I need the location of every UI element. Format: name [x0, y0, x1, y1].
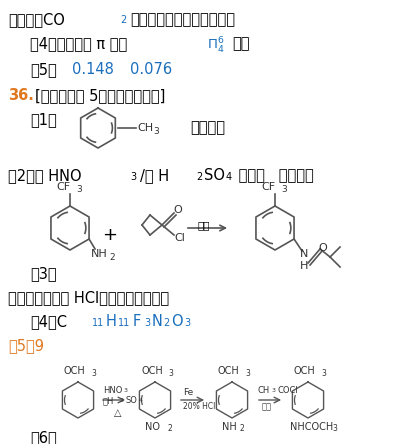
Text: 性分子，CO: 性分子，CO — [8, 12, 65, 27]
Text: 2: 2 — [240, 424, 245, 433]
Text: 3: 3 — [76, 185, 82, 194]
Text: NO: NO — [145, 422, 160, 432]
Text: 3: 3 — [124, 388, 128, 393]
Text: 3: 3 — [332, 424, 337, 433]
Text: 0.148: 0.148 — [72, 62, 114, 77]
Text: （6）: （6） — [30, 430, 57, 444]
Text: 3: 3 — [184, 318, 190, 328]
Text: 分子量较大、范德华力较大: 分子量较大、范德华力较大 — [130, 12, 235, 27]
Text: Fe: Fe — [183, 388, 193, 397]
Text: OCH: OCH — [218, 366, 240, 376]
Text: 4: 4 — [226, 172, 232, 182]
Text: H: H — [300, 261, 309, 271]
Text: O: O — [318, 243, 327, 253]
Text: 键）: 键） — [232, 36, 250, 51]
Text: $\mathit{\Pi}_4^6$: $\mathit{\Pi}_4^6$ — [207, 36, 224, 56]
Text: 3: 3 — [130, 172, 136, 182]
Text: /浓 H: /浓 H — [140, 168, 169, 183]
Text: 20% HCl: 20% HCl — [183, 402, 215, 411]
Text: HNO: HNO — [103, 386, 122, 395]
Text: OCH: OCH — [141, 366, 163, 376]
Text: （4）离子键和 π 键（: （4）离子键和 π 键（ — [30, 36, 127, 51]
Text: OCH: OCH — [64, 366, 86, 376]
Text: 2: 2 — [163, 318, 169, 328]
Text: （5）9: （5）9 — [8, 338, 44, 353]
Text: 3: 3 — [281, 185, 287, 194]
Text: NH: NH — [91, 249, 108, 259]
Text: 11: 11 — [92, 318, 104, 328]
Text: SO: SO — [126, 396, 138, 405]
Text: 浓H: 浓H — [103, 396, 114, 405]
Text: 0.076: 0.076 — [130, 62, 172, 77]
Text: CF: CF — [261, 182, 275, 192]
Text: （2）浓 HNO: （2）浓 HNO — [8, 168, 82, 183]
Text: NHCOCH: NHCOCH — [290, 422, 333, 432]
Text: 3: 3 — [321, 369, 326, 378]
Text: [化学一选修 5：有机化学基础]: [化学一选修 5：有机化学基础] — [35, 88, 165, 103]
Text: 2: 2 — [196, 172, 202, 182]
Text: CF: CF — [56, 182, 70, 192]
Text: 2: 2 — [120, 15, 126, 25]
Text: （4）C: （4）C — [30, 314, 67, 329]
Text: +: + — [102, 226, 117, 244]
Text: SO: SO — [204, 168, 225, 183]
Text: 11: 11 — [118, 318, 130, 328]
Text: 3: 3 — [91, 369, 96, 378]
Text: 三氟甲苯: 三氟甲苯 — [190, 120, 225, 135]
Text: 3: 3 — [272, 388, 276, 393]
Text: （1）: （1） — [30, 112, 57, 127]
Text: 4: 4 — [139, 398, 143, 403]
Text: N: N — [152, 314, 163, 329]
Text: F: F — [133, 314, 141, 329]
Text: N: N — [300, 249, 309, 259]
Text: O: O — [171, 314, 183, 329]
Text: CH: CH — [137, 123, 153, 133]
Text: OCH: OCH — [294, 366, 316, 376]
Text: 2: 2 — [109, 253, 115, 262]
Text: 、加热   取代反应: 、加热 取代反应 — [234, 168, 314, 183]
Text: 3: 3 — [245, 369, 250, 378]
Text: 2: 2 — [120, 398, 124, 403]
Text: 吸收反应产生的 HCl，提高反应转化率: 吸收反应产生的 HCl，提高反应转化率 — [8, 290, 169, 305]
Text: H: H — [106, 314, 117, 329]
Text: 吡啶: 吡啶 — [262, 402, 272, 411]
Text: 3: 3 — [153, 127, 159, 136]
Text: 3: 3 — [144, 318, 150, 328]
Text: △: △ — [114, 408, 121, 418]
Text: CH: CH — [258, 386, 270, 395]
Text: 36.: 36. — [8, 88, 34, 103]
Text: （3）: （3） — [30, 266, 57, 281]
Text: 吡啶: 吡啶 — [197, 220, 209, 230]
Text: COCl: COCl — [277, 386, 298, 395]
Text: O: O — [173, 205, 182, 215]
Text: NH: NH — [222, 422, 237, 432]
Text: 3: 3 — [168, 369, 173, 378]
Text: Cl: Cl — [174, 233, 185, 243]
Text: （5）: （5） — [30, 62, 57, 77]
Text: 2: 2 — [167, 424, 172, 433]
